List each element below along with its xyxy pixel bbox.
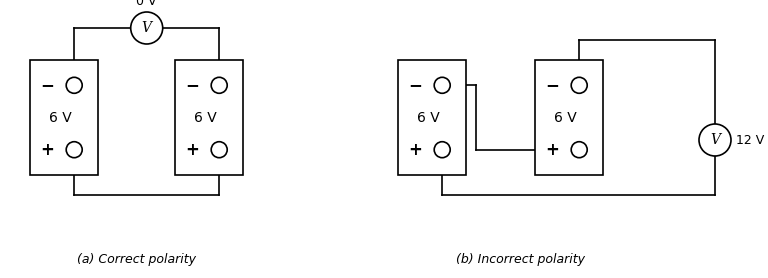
Circle shape [131, 12, 163, 44]
Circle shape [434, 142, 450, 158]
Text: 6 V: 6 V [194, 110, 217, 125]
Bar [175, 60, 243, 175]
Text: +: + [40, 141, 54, 159]
Text: +: + [408, 141, 422, 159]
Text: (b) Incorrect polarity: (b) Incorrect polarity [456, 253, 585, 266]
Text: V: V [710, 133, 720, 147]
Circle shape [66, 77, 82, 93]
Text: −: − [545, 76, 559, 94]
Text: 12 V: 12 V [736, 133, 764, 147]
Bar [30, 60, 98, 175]
Circle shape [66, 142, 82, 158]
Text: 6 V: 6 V [554, 110, 577, 125]
Text: 0 V: 0 V [137, 0, 157, 8]
Circle shape [571, 142, 588, 158]
Circle shape [699, 124, 731, 156]
Text: (a) Correct polarity: (a) Correct polarity [77, 253, 196, 266]
Circle shape [211, 142, 227, 158]
Circle shape [571, 77, 588, 93]
Circle shape [434, 77, 450, 93]
Bar [535, 60, 603, 175]
Text: −: − [40, 76, 54, 94]
Text: −: − [408, 76, 422, 94]
Text: +: + [545, 141, 559, 159]
Text: +: + [185, 141, 199, 159]
Bar [398, 60, 466, 175]
Circle shape [211, 77, 227, 93]
Text: 6 V: 6 V [417, 110, 440, 125]
Text: 6 V: 6 V [49, 110, 72, 125]
Text: V: V [142, 21, 152, 35]
Text: −: − [185, 76, 199, 94]
